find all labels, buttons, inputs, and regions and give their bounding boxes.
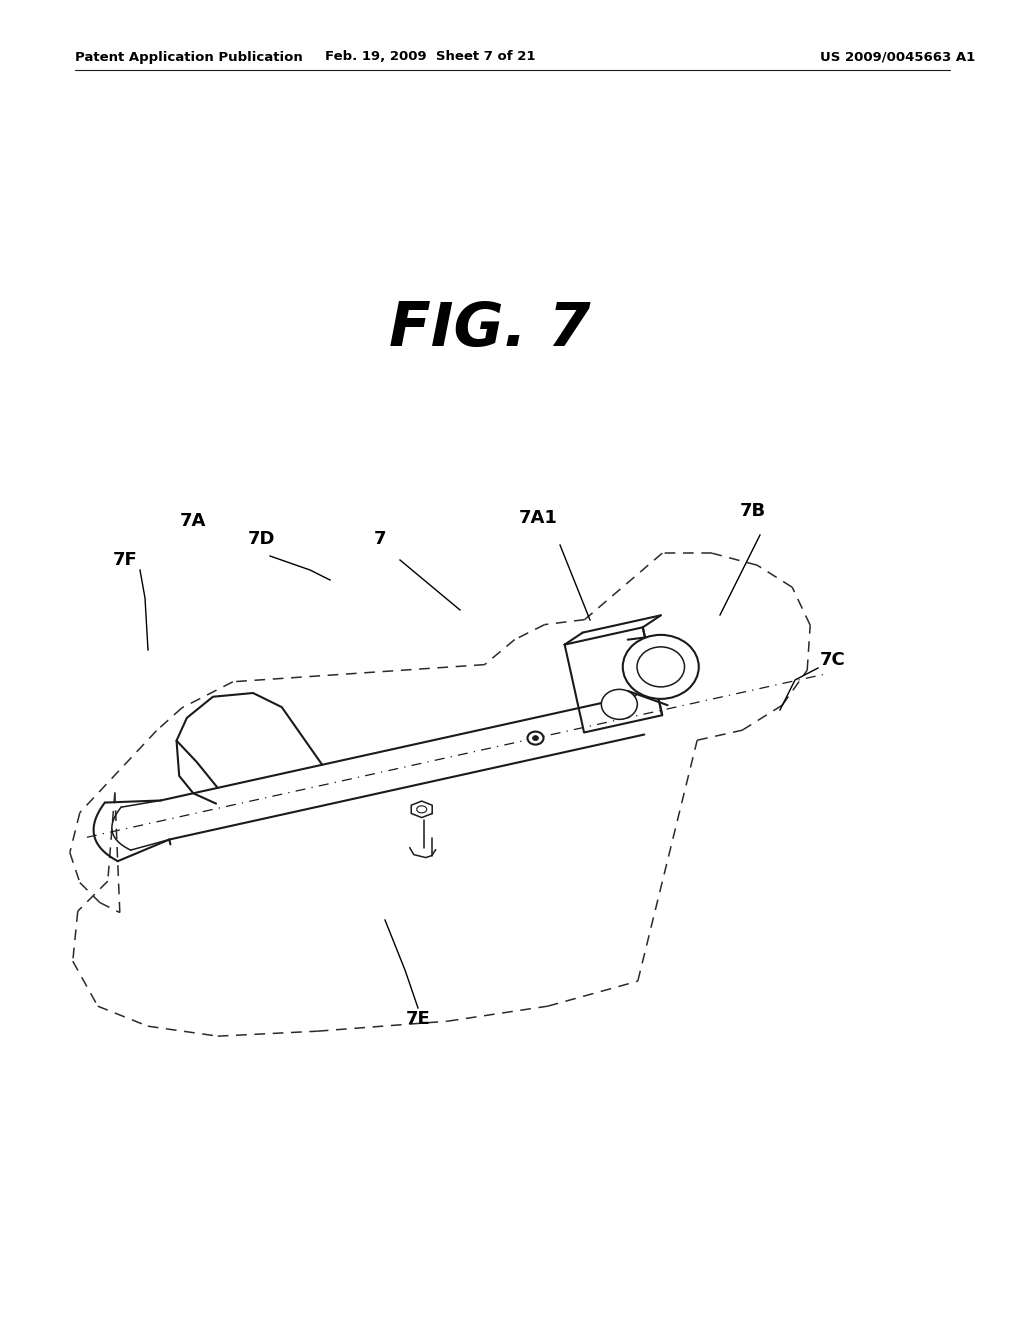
Ellipse shape [532,735,539,741]
Text: FIG. 7: FIG. 7 [389,300,591,359]
Text: US 2009/0045663 A1: US 2009/0045663 A1 [820,50,975,63]
Text: 7: 7 [374,531,386,548]
Text: 7B: 7B [740,502,766,520]
Ellipse shape [601,689,637,719]
Ellipse shape [527,731,544,744]
Text: Patent Application Publication: Patent Application Publication [75,50,303,63]
Text: 7A1: 7A1 [518,510,557,527]
Ellipse shape [623,635,698,698]
Text: Feb. 19, 2009  Sheet 7 of 21: Feb. 19, 2009 Sheet 7 of 21 [325,50,536,63]
Ellipse shape [637,647,684,686]
Ellipse shape [417,805,427,813]
Text: 7E: 7E [406,1010,430,1028]
Text: 7D: 7D [248,531,275,548]
Text: 7A: 7A [180,512,207,531]
Text: 7C: 7C [820,651,846,669]
Text: 7F: 7F [114,550,138,569]
